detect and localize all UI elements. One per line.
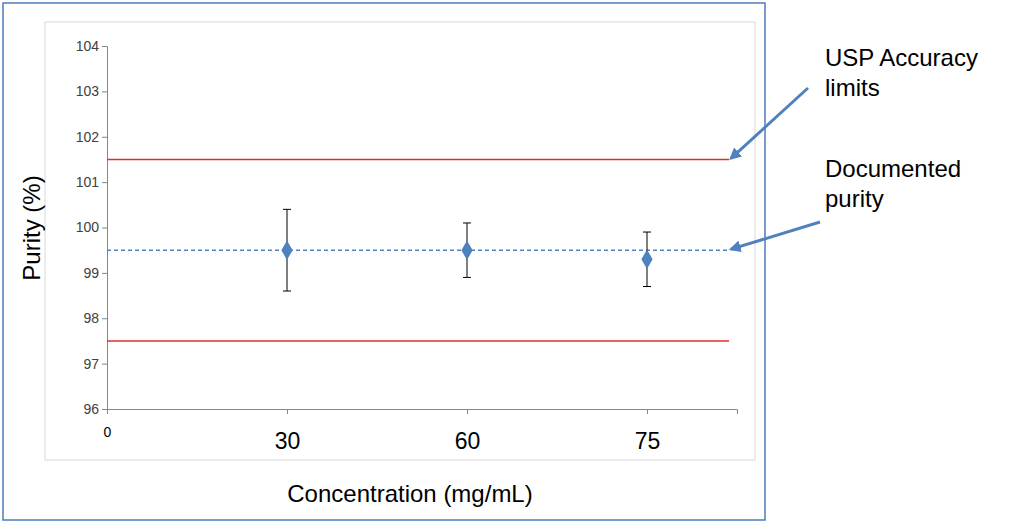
y-tick-label: 101	[76, 174, 100, 190]
x-axis: 0 30 60 75	[104, 409, 738, 454]
y-tick-mark	[102, 91, 107, 92]
annotation-label-line: Documented	[825, 155, 961, 182]
y-tick-mark	[102, 364, 107, 365]
x-tick: 60	[455, 409, 481, 454]
error-bar-cap	[283, 209, 291, 210]
y-tick: 102	[76, 129, 107, 145]
x-tick: 75	[635, 409, 661, 454]
data-point	[281, 240, 292, 260]
annotation-arrow	[731, 222, 820, 249]
x-tick-label: 75	[635, 428, 661, 454]
y-tick-mark	[102, 273, 107, 274]
y-tick-label: 103	[76, 83, 100, 99]
x-tick: 30	[275, 409, 301, 454]
y-tick-mark	[102, 46, 107, 47]
error-bar-cap	[643, 286, 651, 287]
y-tick: 99	[83, 265, 107, 281]
x-axis-line	[108, 410, 738, 415]
error-bar-cap	[463, 222, 471, 223]
annotation-label: USP Accuracy limits	[825, 44, 978, 101]
x-tick-mark	[467, 409, 468, 414]
y-tick: 98	[83, 310, 107, 326]
annotation-label-line: limits	[825, 74, 880, 101]
chart-area	[45, 22, 755, 460]
error-bar-cap	[463, 277, 471, 278]
y-tick: 103	[76, 83, 107, 99]
y-tick-mark	[102, 228, 107, 229]
annotation-label-line: USP Accuracy	[825, 44, 978, 71]
x-tick-mark	[287, 409, 288, 414]
x-tick: 0	[104, 409, 112, 440]
y-tick-label: 97	[83, 356, 99, 372]
x-tick-mark	[647, 409, 648, 414]
x-tick-label: 60	[455, 428, 481, 454]
annotation-label-line: purity	[825, 185, 884, 212]
plot-area	[107, 159, 729, 341]
annotation-label: Documented purity	[825, 155, 961, 212]
y-tick-mark	[102, 137, 107, 138]
x-axis-title: Concentration (mg/mL)	[287, 480, 532, 507]
y-tick-label: 104	[76, 38, 100, 54]
y-tick: 97	[83, 356, 107, 372]
y-tick: 96	[83, 401, 107, 417]
data-point	[641, 250, 652, 270]
reference-line	[107, 249, 729, 251]
y-tick-label: 98	[83, 310, 99, 326]
y-tick-mark	[102, 409, 107, 410]
y-tick-mark	[102, 182, 107, 183]
data-point	[461, 240, 472, 260]
error-bar-cap	[283, 291, 291, 292]
reference-line	[107, 340, 729, 342]
error-bar-cap	[643, 232, 651, 233]
outer-frame	[3, 3, 765, 520]
y-tick: 104	[76, 38, 107, 54]
y-axis-line	[102, 47, 108, 410]
x-tick-label: 0	[104, 424, 112, 440]
y-tick-label: 96	[83, 401, 99, 417]
chart: 96 97 98 99 100 101 102 103 104 0 30 60 75 Concentrat…	[0, 0, 1024, 530]
y-tick-label: 100	[76, 219, 100, 235]
y-tick: 101	[76, 174, 107, 190]
reference-line	[107, 159, 729, 161]
y-tick-mark	[102, 318, 107, 319]
y-tick: 100	[76, 219, 107, 235]
y-tick-label: 102	[76, 129, 100, 145]
y-tick-label: 99	[83, 265, 99, 281]
x-tick-mark	[107, 409, 108, 414]
annotation-arrow	[731, 88, 808, 158]
y-axis: 96 97 98 99 100 101 102 103 104	[76, 38, 108, 417]
x-tick-label: 30	[275, 428, 301, 454]
y-axis-title: Purity (%)	[18, 175, 45, 280]
